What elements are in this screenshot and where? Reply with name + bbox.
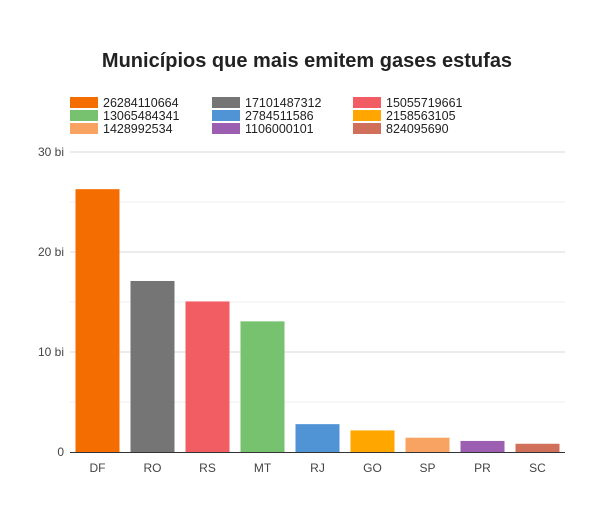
x-tick-label-ro: RO — [144, 461, 162, 475]
bar-sp — [405, 437, 450, 452]
bar-rj — [295, 424, 340, 452]
legend-swatch-sp — [70, 123, 98, 134]
x-tick-label-mt: MT — [254, 461, 272, 475]
legend-label-sc: 824095690 — [386, 122, 449, 136]
legend-label-ro: 17101487312 — [245, 96, 322, 110]
legend: 26284110664 17101487312 15055719661 1306548… — [70, 96, 463, 136]
bar-rs — [185, 301, 230, 452]
bar-ro — [130, 280, 175, 452]
legend-swatch-rj — [212, 110, 240, 121]
bar-sc — [515, 443, 560, 452]
y-tick-label: 20 bi — [38, 245, 64, 259]
bar-mt — [240, 321, 285, 452]
x-axis: DF RO RS MT RJ GO SP PR SC — [90, 461, 547, 475]
legend-swatch-mt — [70, 110, 98, 121]
legend-swatch-go — [353, 110, 381, 121]
legend-swatch-pr — [212, 123, 240, 134]
x-tick-label-rj: RJ — [310, 461, 325, 475]
chart-title: Municípios que mais emitem gases estufas — [102, 50, 512, 72]
y-tick-label: 30 bi — [38, 145, 64, 159]
x-tick-label-rs: RS — [199, 461, 216, 475]
y-axis: 0 10 bi 20 bi 30 bi — [38, 145, 64, 459]
legend-label-df: 26284110664 — [103, 96, 179, 110]
legend-label-pr: 1106000101 — [245, 122, 314, 136]
legend-swatch-sc — [353, 123, 381, 134]
legend-label-sp: 1428992534 — [103, 122, 173, 136]
legend-label-rs: 15055719661 — [386, 96, 463, 110]
bar-pr — [460, 440, 505, 452]
y-tick-label: 10 bi — [38, 345, 64, 359]
x-tick-label-pr: PR — [474, 461, 491, 475]
legend-label-rj: 2784511586 — [245, 109, 314, 123]
legend-swatch-df — [70, 97, 98, 108]
x-tick-label-df: DF — [90, 461, 106, 475]
bars — [75, 189, 560, 453]
x-tick-label-sp: SP — [419, 461, 435, 475]
legend-label-go: 2158563105 — [386, 109, 456, 123]
x-tick-label-go: GO — [363, 461, 382, 475]
y-tick-label: 0 — [57, 445, 64, 459]
legend-label-mt: 13065484341 — [103, 109, 180, 123]
x-tick-label-sc: SC — [529, 461, 546, 475]
legend-swatch-ro — [212, 97, 240, 108]
bar-df — [75, 189, 120, 453]
legend-swatch-rs — [353, 97, 381, 108]
bar-go — [350, 430, 395, 452]
